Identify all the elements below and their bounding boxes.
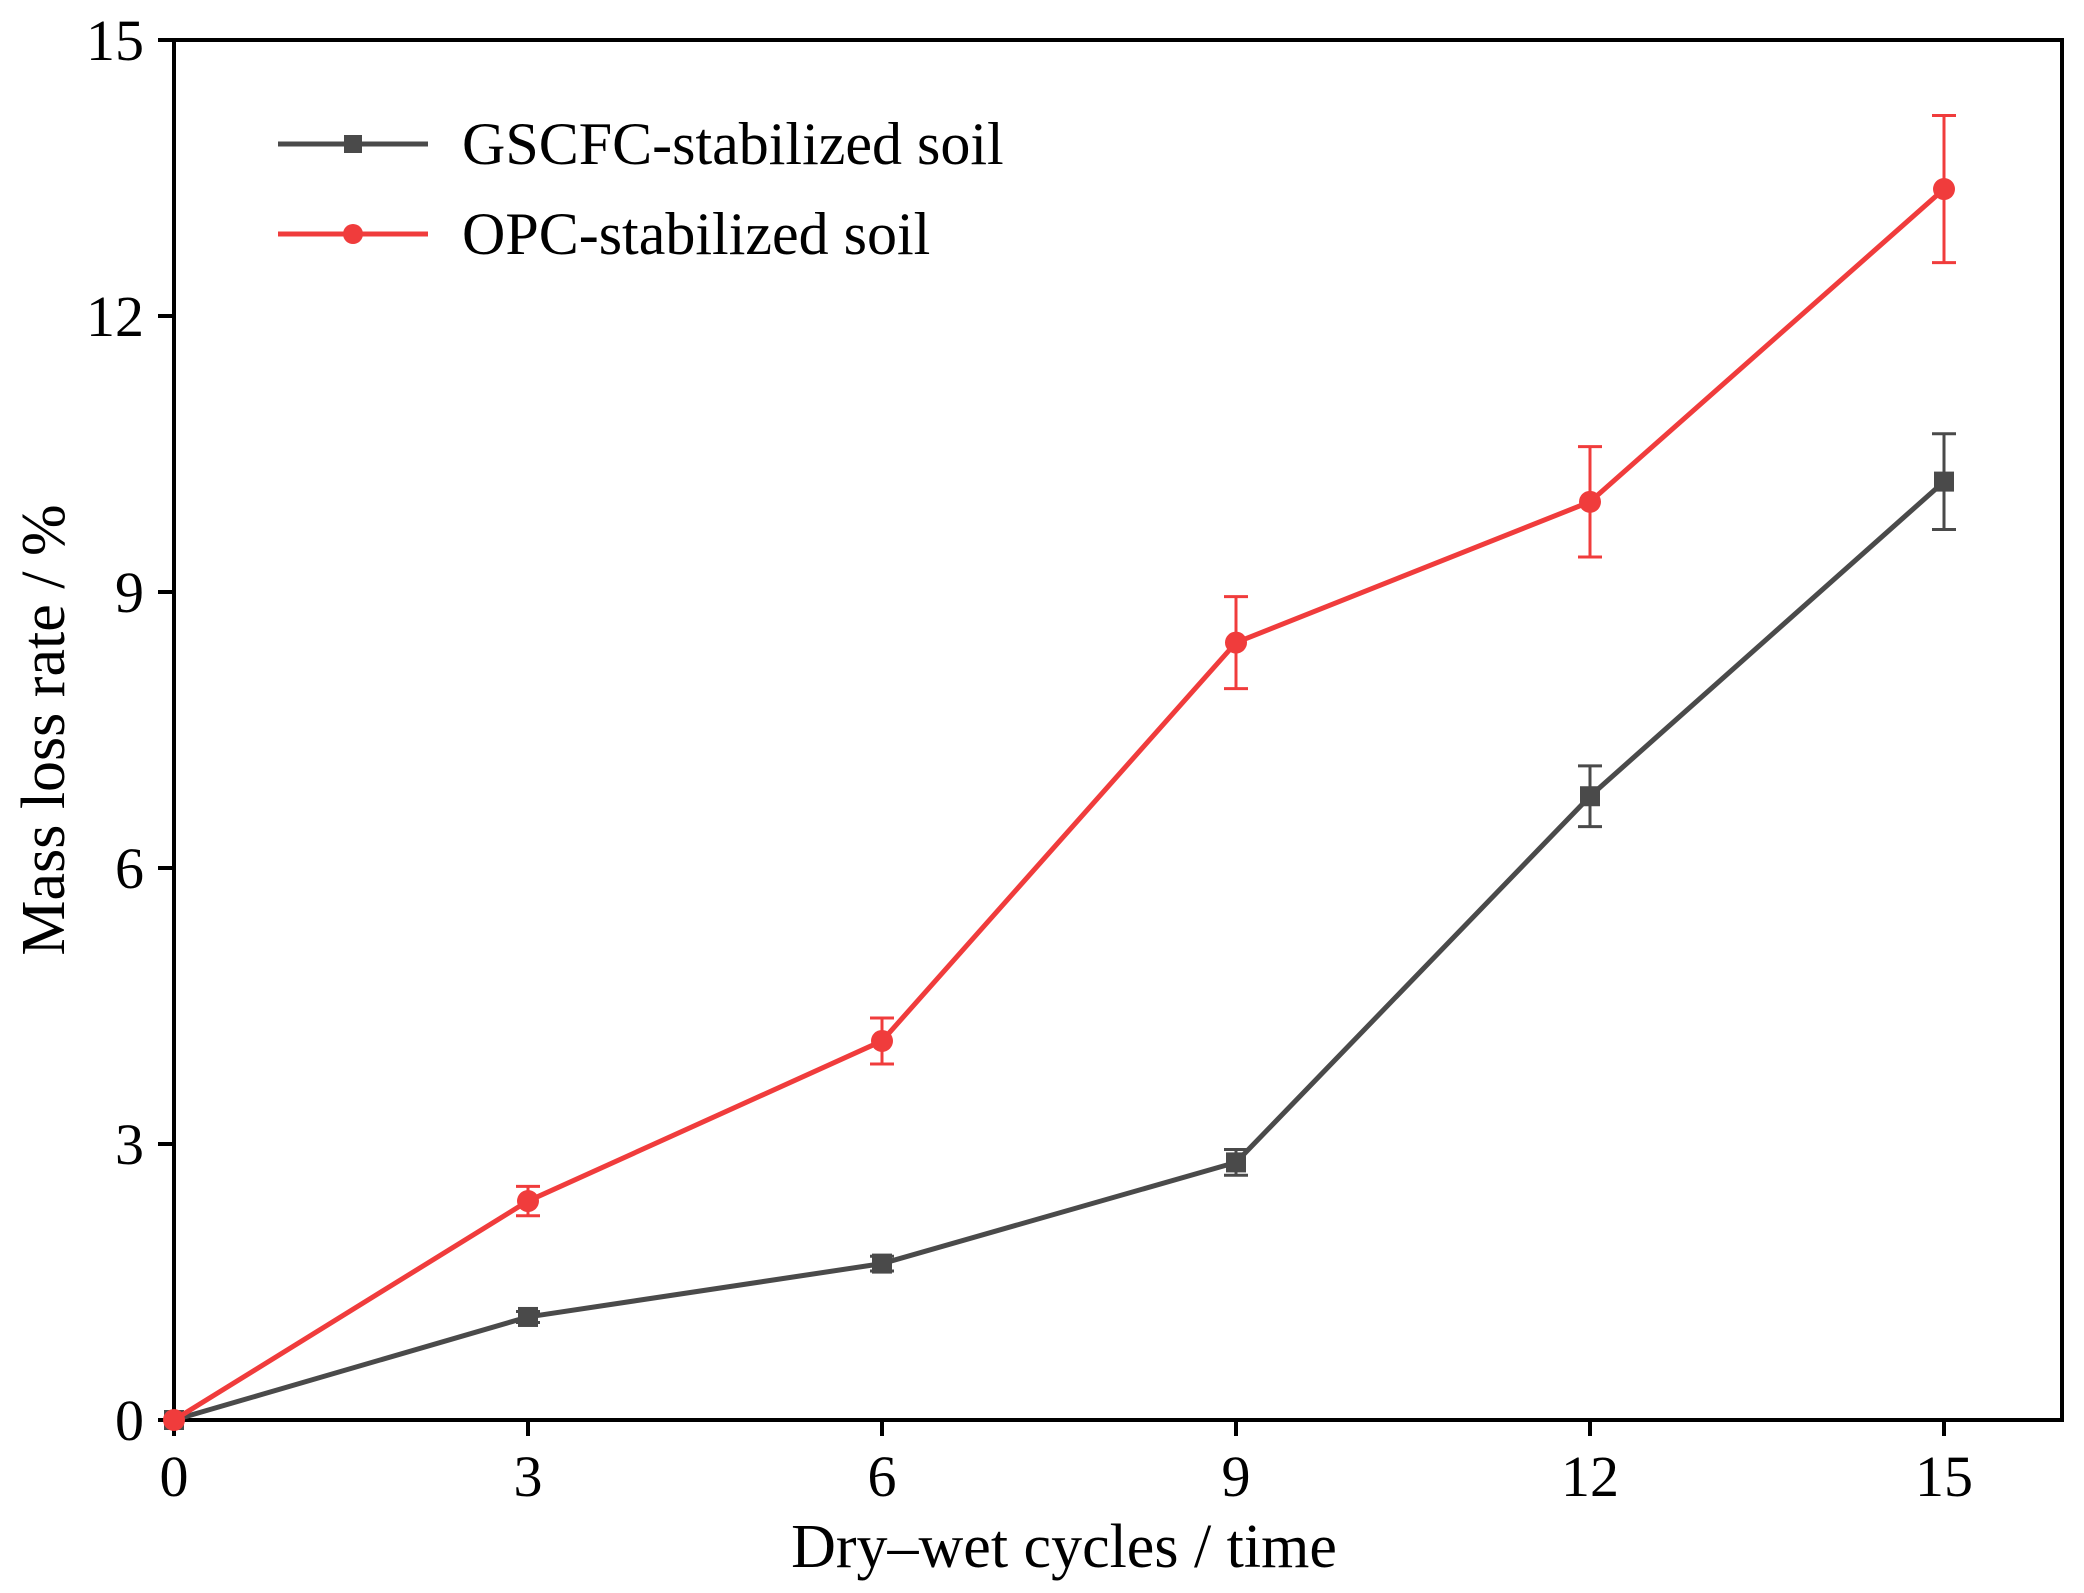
- data-point: [871, 1029, 893, 1052]
- legend-entry-gscfc: GSCFC-stabilized soil: [278, 111, 1004, 177]
- legend-entry-opc: OPC-stabilized soil: [278, 201, 930, 267]
- data-point: [1580, 786, 1600, 807]
- series-0: [164, 432, 1956, 1430]
- data-point: [517, 1190, 539, 1213]
- data-point: [872, 1253, 892, 1274]
- legend-label-gscfc: GSCFC-stabilized soil: [462, 111, 1004, 177]
- data-point: [518, 1306, 538, 1327]
- data-point: [1226, 1152, 1246, 1173]
- data-point: [1579, 490, 1601, 513]
- data-point: [1225, 631, 1247, 654]
- series-1: [163, 113, 1956, 1431]
- series-line: [172, 187, 1946, 1423]
- data-point: [163, 1409, 185, 1431]
- y-tick-label: 6: [115, 836, 144, 901]
- y-tick-label: 0: [115, 1388, 144, 1453]
- x-axis-title: Dry–wet cycles / time: [791, 1513, 1337, 1581]
- y-tick-label: 9: [115, 560, 144, 625]
- plot-frame: [172, 38, 2064, 1422]
- y-tick-label: 12: [86, 284, 144, 349]
- legend-marker-opc: [343, 224, 363, 244]
- x-tick-label: 12: [1561, 1444, 1619, 1509]
- x-tick-label: 9: [1222, 1444, 1251, 1509]
- axis-ticks: 0 3 6 9 12 15 0 3 6 9 12 15: [86, 8, 1973, 1509]
- series-layer: [163, 113, 1956, 1431]
- y-tick-label: 3: [115, 1112, 144, 1177]
- legend-label-opc: OPC-stabilized soil: [462, 201, 930, 267]
- x-tick-label: 6: [868, 1444, 897, 1509]
- x-tick-label: 0: [160, 1444, 189, 1509]
- legend: GSCFC-stabilized soil OPC-stabilized soi…: [278, 111, 1004, 267]
- data-point: [1934, 471, 1954, 492]
- x-tick-label: 15: [1915, 1444, 1973, 1509]
- y-tick-label: 15: [86, 8, 144, 73]
- y-axis-title: Mass loss rate / %: [10, 504, 78, 955]
- x-tick-label: 3: [514, 1444, 543, 1509]
- data-point: [1933, 178, 1955, 201]
- series-line: [173, 479, 1946, 1423]
- legend-marker-gscfc: [344, 135, 362, 153]
